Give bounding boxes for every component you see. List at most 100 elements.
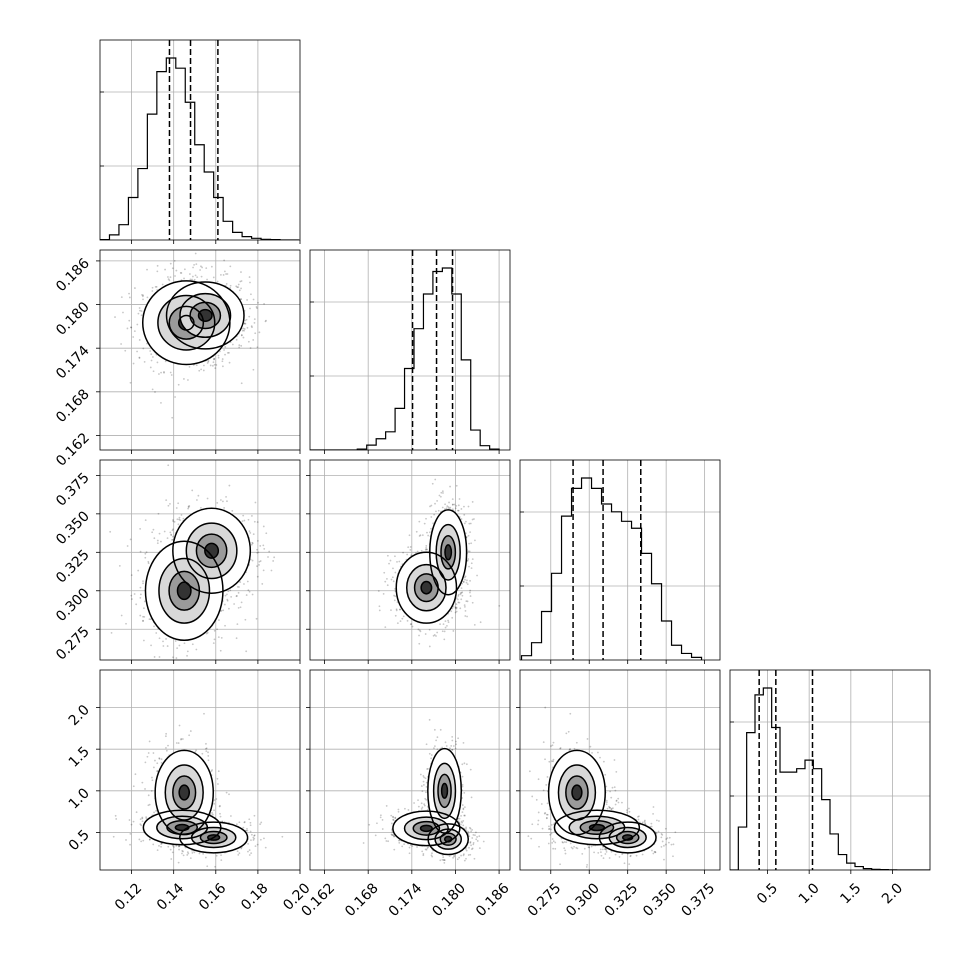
scatter-point [226, 351, 229, 354]
scatter-point [162, 645, 165, 647]
panel-frame [519, 459, 721, 661]
scatter-point [135, 811, 138, 814]
scatter-point [154, 759, 156, 762]
scatter-point [390, 578, 393, 581]
scatter-point [437, 509, 440, 512]
scatter-point [430, 516, 433, 518]
scatter-point [115, 818, 118, 820]
scatter-point [175, 657, 178, 659]
scatter-point [200, 265, 202, 268]
scatter-point [166, 537, 169, 539]
scatter-point [246, 827, 248, 830]
scatter-point [465, 581, 468, 584]
scatter-point [177, 502, 180, 505]
scatter-point [138, 339, 141, 341]
scatter-point [262, 544, 265, 547]
scatter-point [244, 319, 246, 322]
scatter-point [139, 550, 142, 553]
scatter-point [129, 843, 131, 846]
scatter-point [217, 354, 220, 357]
scatter-point [142, 615, 144, 618]
scatter-point [126, 327, 129, 330]
scatter-point [146, 268, 148, 271]
scatter-point [448, 507, 450, 510]
contour-level-0 [429, 509, 468, 596]
scatter-point [160, 845, 162, 848]
scatter-point [268, 550, 271, 553]
scatter-point [221, 820, 224, 823]
scatter-point [139, 823, 142, 826]
scatter-point [175, 269, 178, 272]
scatter-point [150, 353, 153, 356]
scatter-point [186, 650, 189, 653]
scatter-point [463, 576, 466, 579]
scatter-point [235, 285, 238, 288]
scatter-point [425, 545, 428, 547]
scatter-point [247, 850, 249, 853]
scatter-point [203, 712, 205, 715]
scatter-point [191, 643, 194, 646]
scatter-point [433, 633, 436, 636]
scatter-point [187, 852, 190, 855]
scatter-point [110, 631, 113, 634]
scatter-point [180, 738, 182, 741]
contour-level-3 [176, 581, 192, 601]
scatter-point [252, 533, 255, 536]
scatter-point [164, 268, 166, 271]
scatter-point [462, 580, 465, 583]
scatter-point [463, 522, 466, 525]
scatter-point [219, 499, 222, 501]
scatter-point [124, 349, 127, 352]
scatter-point [224, 624, 226, 627]
scatter-point [247, 340, 250, 343]
density-0-2 [109, 464, 276, 659]
scatter-point [418, 535, 421, 537]
scatter-point [272, 560, 275, 562]
scatter-point [455, 603, 458, 606]
scatter-point [222, 500, 224, 503]
scatter-point [167, 464, 170, 467]
scatter-point [451, 508, 454, 511]
scatter-point [141, 295, 144, 298]
scatter-point [191, 489, 194, 492]
scatter-point [188, 365, 191, 368]
scatter-point [452, 605, 455, 608]
scatter-point [181, 738, 184, 740]
scatter-point [142, 294, 144, 297]
panel-frame [99, 459, 301, 661]
scatter-point [470, 562, 473, 565]
scatter-point [207, 360, 210, 363]
scatter-point [194, 274, 197, 277]
scatter-point [454, 507, 457, 510]
scatter-point [174, 640, 177, 642]
scatter-point [235, 595, 238, 598]
scatter-point [198, 852, 201, 855]
scatter-point [244, 618, 247, 621]
scatter-point [473, 518, 475, 520]
scatter-point [447, 619, 449, 622]
scatter-point [238, 586, 240, 588]
scatter-point [220, 609, 223, 612]
panel-1-2 [306, 459, 511, 664]
scatter-point [425, 546, 428, 549]
scatter-point [137, 569, 140, 572]
scatter-point [460, 587, 463, 590]
scatter-point [173, 520, 176, 523]
scatter-point [149, 366, 152, 369]
scatter-point [183, 277, 185, 280]
contour-level-1 [179, 292, 232, 339]
contour-level-0 [165, 281, 245, 350]
scatter-point [467, 505, 470, 508]
scatter-point [237, 283, 240, 286]
scatter-point [399, 620, 402, 623]
scatter-point [256, 548, 258, 551]
scatter-point [191, 851, 194, 854]
scatter-point [383, 571, 386, 574]
scatter-point [220, 636, 223, 639]
scatter-point [170, 534, 173, 537]
scatter-point [388, 562, 390, 565]
scatter-point [137, 312, 140, 315]
scatter-point [424, 633, 427, 635]
scatter-point [267, 556, 269, 558]
scatter-point [469, 591, 471, 594]
